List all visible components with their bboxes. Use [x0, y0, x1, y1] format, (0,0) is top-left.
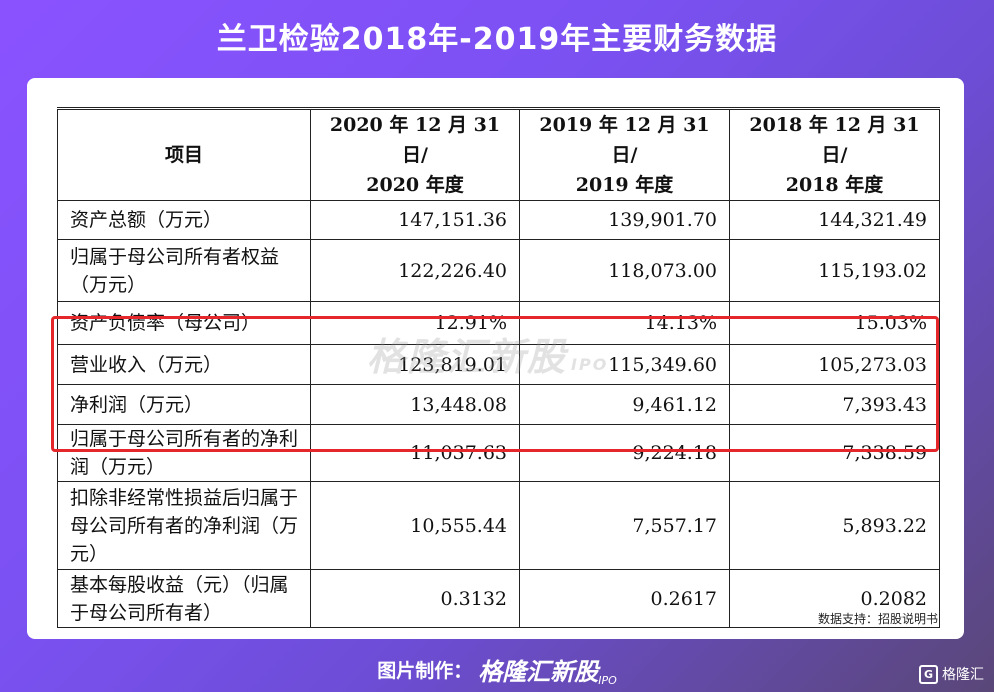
row-label: 基本每股收益（元）（归属于母公司所有者） — [57, 569, 311, 628]
cell-2019: 9,224.18 — [519, 424, 730, 482]
cell-2019: 118,073.00 — [519, 239, 730, 302]
row-label: 资产负债率（母公司） — [57, 301, 311, 345]
cell-2018: 0.2082 — [729, 569, 940, 628]
table-row: 扣除非经常性损益后归属于母公司所有者的净利润（万元） 10,555.44 7,5… — [57, 481, 940, 570]
row-label: 归属于母公司所有者的净利润（万元） — [57, 424, 311, 482]
cell-2018: 105,273.03 — [729, 344, 940, 385]
financial-table: 项目 2020 年 12 月 31 日/ 2020 年度 2019 年 12 月… — [57, 107, 940, 628]
cell-2020: 122,226.40 — [310, 239, 520, 302]
table-row: 归属于母公司所有者的净利润（万元） 11,037.63 9,224.18 7,3… — [57, 424, 940, 482]
table-row: 基本每股收益（元）（归属于母公司所有者） 0.3132 0.2617 0.208… — [57, 569, 940, 628]
cell-2020: 13,448.08 — [310, 384, 520, 425]
source-note: 数据支持：招股说明书 — [817, 612, 938, 626]
row-label: 归属于母公司所有者权益（万元） — [57, 239, 311, 302]
cell-2019: 115,349.60 — [519, 344, 730, 385]
cell-2018: 144,321.49 — [729, 200, 940, 240]
footer-credit: 图片制作： 格隆汇新股IPO — [0, 652, 994, 687]
cell-2020: 0.3132 — [310, 569, 520, 628]
cell-2020: 123,819.01 — [310, 344, 520, 385]
cell-2018: 115,193.02 — [729, 239, 940, 302]
header-2018: 2018 年 12 月 31 日/ 2018 年度 — [729, 108, 940, 201]
cell-2020: 10,555.44 — [310, 481, 520, 570]
table-row: 资产总额（万元） 147,151.36 139,901.70 144,321.4… — [57, 200, 940, 240]
row-label: 营业收入（万元） — [57, 344, 311, 385]
table-row: 资产负债率（母公司） 12.91% 14.13% 15.03% — [57, 301, 940, 345]
header-2020-date: 2020 年 12 月 31 日/ — [329, 114, 501, 166]
header-2019-date: 2019 年 12 月 31 日/ — [539, 114, 710, 166]
table-row: 归属于母公司所有者权益（万元） 122,226.40 118,073.00 11… — [57, 239, 940, 302]
header-2020: 2020 年 12 月 31 日/ 2020 年度 — [310, 108, 520, 201]
table-row: 净利润（万元） 13,448.08 9,461.12 7,393.43 — [57, 384, 940, 425]
cell-2018: 15.03% — [729, 301, 940, 345]
cell-2019: 9,461.12 — [519, 384, 730, 425]
header-2019: 2019 年 12 月 31 日/ 2019 年度 — [519, 108, 730, 201]
row-label: 净利润（万元） — [57, 384, 311, 425]
cell-2019: 14.13% — [519, 301, 730, 345]
footer-label: 图片制作： — [377, 660, 473, 682]
table-row: 营业收入（万元） 123,819.01 115,349.60 105,273.0… — [57, 344, 940, 385]
cell-2019: 7,557.17 — [519, 481, 730, 570]
cell-2020: 147,151.36 — [310, 200, 520, 240]
g-logo-icon: G — [919, 664, 938, 684]
cell-2020: 11,037.63 — [310, 424, 520, 482]
header-2018-year: 2018 年度 — [785, 174, 884, 196]
footer-ipo: IPO — [598, 674, 617, 687]
header-2018-date: 2018 年 12 月 31 日/ — [749, 114, 920, 166]
cell-2018: 7,393.43 — [729, 384, 940, 425]
cell-2019: 0.2617 — [519, 569, 730, 628]
cell-2018: 5,893.22 — [729, 481, 940, 570]
header-2019-year: 2019 年度 — [575, 174, 674, 196]
row-label: 资产总额（万元） — [57, 200, 311, 240]
header-2020-year: 2020 年度 — [366, 174, 464, 196]
table-header-row: 项目 2020 年 12 月 31 日/ 2020 年度 2019 年 12 月… — [57, 108, 940, 201]
header-item: 项目 — [57, 108, 311, 201]
footer-brand: 格隆汇新股 — [478, 658, 599, 686]
page-title: 兰卫检验2018年-2019年主要财务数据 — [216, 22, 778, 57]
corner-logo-text: 格隆汇 — [942, 667, 984, 683]
cell-2018: 7,338.59 — [729, 424, 940, 482]
row-label: 扣除非经常性损益后归属于母公司所有者的净利润（万元） — [57, 481, 311, 570]
cell-2019: 139,901.70 — [519, 200, 730, 240]
content-card: 项目 2020 年 12 月 31 日/ 2020 年度 2019 年 12 月… — [27, 78, 964, 639]
corner-logo: G 格隆汇 — [919, 664, 984, 684]
cell-2020: 12.91% — [310, 301, 520, 345]
